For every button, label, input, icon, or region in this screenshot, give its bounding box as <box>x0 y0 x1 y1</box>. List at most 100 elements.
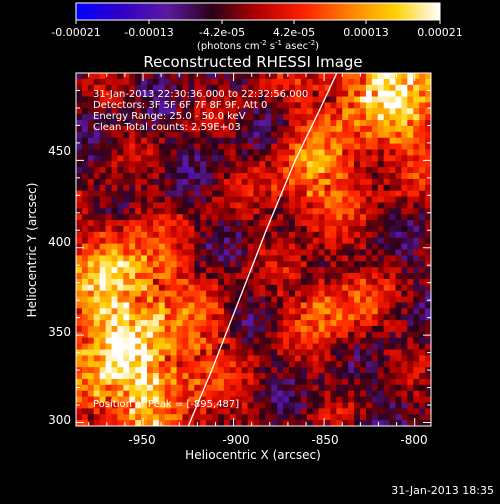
heatmap-pixel <box>360 290 367 297</box>
heatmap-pixel <box>348 220 355 227</box>
heatmap-pixel <box>117 178 124 186</box>
heatmap-pixel <box>318 267 325 274</box>
heatmap-pixel <box>407 161 414 168</box>
heatmap-pixel <box>158 102 166 109</box>
heatmap-pixel <box>176 302 183 309</box>
heatmap-pixel <box>324 408 331 415</box>
heatmap-pixel <box>283 120 290 127</box>
heatmap-pixel <box>111 120 118 127</box>
heatmap-pixel <box>229 149 237 156</box>
heatmap-pixel <box>235 314 243 321</box>
heatmap-pixel <box>318 337 325 345</box>
heatmap-pixel <box>407 302 414 309</box>
heatmap-pixel <box>377 402 385 409</box>
heatmap-pixel <box>147 120 154 127</box>
heatmap-pixel <box>81 190 89 197</box>
heatmap-pixel <box>129 261 136 268</box>
heatmap-pixel <box>218 378 225 386</box>
heatmap-pixel <box>206 261 213 268</box>
heatmap-pixel <box>218 161 225 168</box>
heatmap-pixel <box>200 361 207 368</box>
x-tick-label: -850 <box>311 433 338 447</box>
heatmap-pixel <box>271 184 278 192</box>
heatmap-pixel <box>289 373 296 380</box>
heatmap-pixel <box>152 73 160 80</box>
heatmap-pixel <box>283 143 290 150</box>
heatmap-pixel <box>81 325 89 333</box>
heatmap-pixel <box>147 114 154 121</box>
heatmap-pixel <box>206 149 213 156</box>
heatmap-pixel <box>318 137 325 144</box>
heatmap-pixel <box>283 167 290 174</box>
heatmap-pixel <box>105 73 112 80</box>
heatmap-pixel <box>247 390 254 397</box>
heatmap-pixel <box>277 125 284 133</box>
heatmap-pixel <box>360 249 367 256</box>
heatmap-pixel <box>300 190 308 197</box>
heatmap-pixel <box>188 78 195 86</box>
heatmap-pixel <box>206 420 213 426</box>
heatmap-pixel <box>253 225 260 233</box>
heatmap-pixel <box>354 173 361 180</box>
heatmap-pixel <box>306 349 314 356</box>
heatmap-pixel <box>152 355 160 362</box>
heatmap-pixel <box>289 267 296 274</box>
heatmap-pixel <box>259 373 266 380</box>
heatmap-pixel <box>395 261 402 268</box>
heatmap-pixel <box>419 384 426 392</box>
heatmap-pixel <box>152 408 160 415</box>
heatmap-pixel <box>407 143 414 150</box>
heatmap-pixel <box>99 237 106 245</box>
heatmap-pixel <box>283 73 290 80</box>
heatmap-pixel <box>413 390 420 397</box>
heatmap-pixel <box>176 237 183 245</box>
heatmap-pixel <box>407 361 414 368</box>
heatmap-pixel <box>395 220 402 227</box>
heatmap-pixel <box>81 367 89 374</box>
heatmap-pixel <box>277 314 284 321</box>
heatmap-pixel <box>283 90 290 97</box>
heatmap-pixel <box>407 225 414 233</box>
heatmap-pixel <box>330 302 337 309</box>
heatmap-pixel <box>229 302 237 309</box>
heatmap-pixel <box>371 320 379 327</box>
heatmap-pixel <box>152 214 160 221</box>
heatmap-pixel <box>141 225 148 233</box>
heatmap-pixel <box>170 378 177 386</box>
heatmap-pixel <box>283 331 290 339</box>
heatmap-pixel <box>342 290 349 297</box>
heatmap-pixel <box>360 378 367 386</box>
heatmap-pixel <box>229 125 237 133</box>
heatmap-pixel <box>371 314 379 321</box>
heatmap-pixel <box>93 408 101 415</box>
heatmap-pixel <box>241 355 248 362</box>
heatmap-pixel <box>218 173 225 180</box>
heatmap-pixel <box>135 108 142 115</box>
heatmap-pixel <box>419 155 426 162</box>
heatmap-pixel <box>182 390 189 397</box>
heatmap-pixel <box>419 84 426 92</box>
heatmap-pixel <box>342 314 349 321</box>
heatmap-pixel <box>383 325 390 333</box>
heatmap-pixel <box>425 102 431 109</box>
heatmap-pixel <box>111 308 118 315</box>
heatmap-pixel <box>407 220 414 227</box>
heatmap-pixel <box>259 337 266 345</box>
heatmap-pixel <box>407 396 414 403</box>
heatmap-pixel <box>330 125 337 133</box>
heatmap-pixel <box>265 255 272 262</box>
heatmap-pixel <box>312 349 319 356</box>
heatmap-pixel <box>200 196 207 203</box>
annotation-energy: Energy Range: 25.0 - 50.0 keV <box>93 111 246 122</box>
heatmap-pixel <box>348 296 355 303</box>
heatmap-pixel <box>365 102 373 109</box>
heatmap-pixel <box>105 214 112 221</box>
heatmap-pixel <box>348 261 355 268</box>
heatmap-pixel <box>194 102 201 109</box>
heatmap-pixel <box>377 102 385 109</box>
heatmap-pixel <box>105 202 112 209</box>
heatmap-pixel <box>111 96 118 103</box>
heatmap-pixel <box>235 214 243 221</box>
heatmap-pixel <box>413 190 420 197</box>
heatmap-pixel <box>318 225 325 233</box>
